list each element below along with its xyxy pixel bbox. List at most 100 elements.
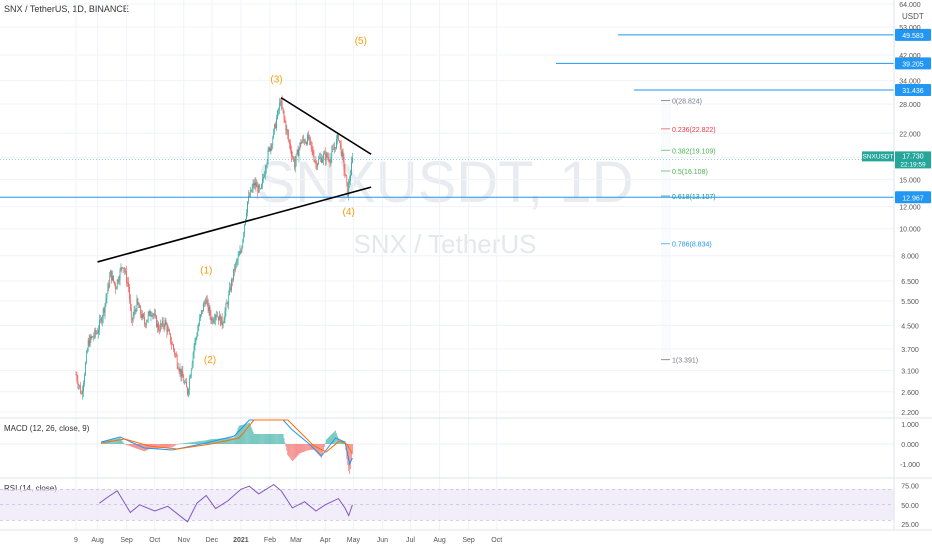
candle-body [304, 140, 305, 143]
macd-histogram-bar [310, 444, 312, 450]
candle-body [264, 169, 266, 176]
macd-histogram-bar [352, 444, 353, 453]
time-tick-label: Dec [206, 537, 219, 544]
candle-body [218, 316, 219, 321]
time-axis[interactable]: 9 Aug Sep Oct Nov Dec 2021 Feb Mar Apr May Jun Jul Au… [74, 537, 502, 544]
candle-body [169, 330, 171, 334]
candle-body [78, 385, 80, 386]
candle-body [97, 332, 98, 334]
candle-body [248, 195, 249, 202]
candle-body [306, 142, 307, 145]
candle-body [162, 320, 164, 326]
macd-histogram-bar [269, 433, 271, 444]
macd-histogram-bar [178, 443, 180, 445]
candle-body [250, 190, 252, 192]
candle-body [115, 287, 117, 290]
rsi-pane [0, 483, 894, 523]
macd-histogram-bar [239, 425, 241, 444]
macd-histogram-bar [282, 433, 284, 444]
candle-body [152, 314, 154, 316]
macd-histogram-bar [117, 438, 119, 444]
macd-histogram-bar [270, 433, 272, 444]
candle-body [199, 318, 201, 326]
macd-histogram-bar [204, 440, 205, 444]
candle-body [209, 307, 211, 315]
rsi-tick-label: 75.00 [901, 483, 919, 490]
macd-histogram-bar [203, 440, 204, 444]
candle-body [241, 247, 243, 252]
candle-body [338, 134, 339, 141]
candle-body [314, 160, 316, 162]
symbol-tag [862, 151, 894, 162]
candle-body [96, 332, 97, 334]
candle-body [113, 275, 114, 282]
macd-tick-label: 0.000 [901, 442, 919, 449]
candle-body [347, 181, 349, 197]
candle-body [100, 318, 102, 323]
candle-body [194, 340, 196, 347]
macd-histogram-bar [292, 444, 293, 462]
candle-body [253, 183, 255, 186]
candle-body [329, 160, 331, 163]
macd-histogram-bar [163, 444, 165, 448]
macd-histogram-bar [201, 440, 202, 444]
macd-histogram-bar [276, 433, 277, 444]
rsi-tick-label: 50.00 [901, 503, 919, 510]
candle-body [103, 308, 105, 313]
macd-histogram-bar [323, 444, 325, 447]
candle-body [238, 254, 240, 257]
candle-body [272, 138, 274, 146]
candle-body [298, 148, 300, 157]
rsi-tick-label: 25.00 [901, 522, 919, 529]
time-tick-label: Apr [320, 537, 332, 544]
candle-body [175, 354, 177, 357]
macd-histogram-bar [297, 444, 299, 456]
macd-histogram-bar [317, 444, 319, 454]
time-tick-label: Jul [406, 537, 415, 544]
candle-body [296, 150, 298, 154]
candle-body [219, 314, 221, 325]
candle-body [313, 155, 315, 161]
macd-histogram-bar [323, 444, 324, 451]
candle-body [205, 299, 207, 304]
candle-body [181, 371, 183, 377]
candle-body [93, 336, 95, 338]
macd-histogram-bar [240, 425, 242, 444]
candle-body [139, 306, 141, 308]
candle-body [331, 150, 333, 158]
macd-histogram-bar [158, 444, 159, 449]
macd-histogram-bar [126, 444, 127, 445]
macd-histogram-bar [189, 442, 191, 444]
candle-body [231, 279, 232, 291]
macd-histogram-bar [118, 438, 120, 444]
macd-histogram-bar [248, 423, 249, 444]
macd-histogram-bar [253, 433, 255, 444]
candle-body [305, 142, 306, 144]
macd-histogram-bar [279, 433, 281, 444]
macd-histogram-bar [129, 444, 130, 446]
time-tick-label: 9 [74, 537, 78, 544]
candle-body [317, 163, 319, 168]
macd-histogram-bar [318, 444, 320, 455]
price-axis[interactable]: 64.00053.00042.00034.00028.00022.00018.0… [899, 2, 921, 529]
candle-body [83, 383, 84, 392]
candle-body [282, 107, 284, 112]
candle-body [149, 311, 151, 317]
macd-histogram-bar [284, 442, 286, 444]
macd-histogram-bar [147, 444, 149, 450]
macd-histogram-bar [296, 444, 298, 457]
candle-body [273, 129, 275, 139]
price-tick-label: 42.000 [899, 53, 921, 60]
macd-histogram-bar [173, 444, 174, 447]
candle-body [332, 149, 334, 151]
candle-body [290, 143, 291, 151]
price-level-tag-label: 49.583 [902, 33, 924, 40]
macd-histogram-bar [166, 444, 168, 448]
macd-histogram-bar [185, 442, 186, 444]
candle-body [147, 314, 149, 320]
price-tick-label: 64.000 [899, 2, 921, 9]
candle-body [195, 337, 197, 341]
time-tick-label: 2021 [233, 537, 249, 544]
candle-body [208, 307, 210, 311]
